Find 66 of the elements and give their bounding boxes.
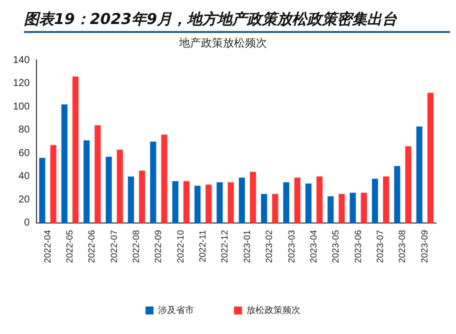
bar — [261, 194, 268, 223]
x-tick-label: 2022-09 — [153, 230, 164, 263]
x-tick-label: 2023-02 — [264, 230, 274, 263]
bar — [228, 182, 234, 223]
bar — [161, 134, 168, 223]
y-tick-label: 120 — [12, 78, 30, 90]
x-tick-label: 2022-11 — [198, 230, 208, 262]
bar — [250, 172, 256, 223]
bar — [360, 192, 367, 223]
x-tick-label: 2022-05 — [64, 230, 74, 263]
x-tick-label: 2022-06 — [86, 230, 97, 263]
bar — [383, 176, 390, 223]
x-tick-label: 2023-09 — [419, 230, 430, 263]
y-tick-label: 80 — [18, 124, 30, 136]
x-tick-label: 2023-03 — [286, 230, 296, 263]
y-tick-label: 20 — [18, 194, 30, 206]
chart-title: 图表19：2023年9月，地方地产政策放松政策密集出台 — [24, 0, 450, 33]
y-tick-label: 140 — [12, 54, 30, 66]
legend-label: 放松政策频次 — [246, 304, 300, 316]
x-tick-label: 2023-07 — [375, 230, 386, 263]
bar — [328, 196, 334, 223]
bar — [294, 178, 300, 223]
bar — [272, 194, 278, 223]
bar — [172, 181, 178, 223]
x-tick-label: 2022-12 — [220, 230, 230, 263]
bar — [194, 186, 201, 223]
y-tick-label: 100 — [12, 101, 30, 112]
y-tick-label: 0 — [24, 218, 30, 229]
bar — [150, 142, 156, 223]
x-tick-label: 2022-08 — [131, 230, 141, 263]
bar — [183, 181, 190, 223]
bar — [238, 178, 245, 223]
bar — [427, 92, 434, 223]
x-tick-label: 2023-01 — [242, 230, 252, 263]
x-tick-label: 2023-05 — [330, 230, 341, 263]
bar — [84, 140, 90, 223]
y-tick-label: 60 — [18, 148, 30, 159]
x-tick-label: 2022-07 — [108, 230, 119, 263]
bar — [350, 192, 356, 223]
bar — [39, 158, 46, 223]
bar — [61, 104, 68, 223]
x-tick-label: 2022-10 — [175, 230, 186, 263]
bar — [106, 156, 112, 223]
bar — [72, 76, 79, 223]
legend-label: 涉及省市 — [158, 304, 194, 316]
bar — [94, 125, 101, 223]
bar — [394, 166, 400, 223]
bar — [372, 178, 378, 223]
bar — [305, 183, 312, 223]
x-tick-label: 2023-04 — [308, 230, 318, 263]
bar — [206, 184, 212, 223]
x-tick-label: 2022-04 — [42, 230, 52, 263]
bar — [405, 146, 412, 223]
bar — [128, 176, 134, 223]
x-tick-label: 2023-08 — [397, 230, 408, 263]
bar — [50, 145, 56, 223]
bar — [338, 194, 345, 223]
y-tick-label: 40 — [18, 171, 30, 182]
bar — [116, 150, 123, 223]
bar — [283, 182, 290, 223]
bar — [216, 182, 223, 223]
chart-subtitle: 地产政策放松频次 — [178, 36, 267, 50]
bar — [416, 126, 422, 223]
x-tick-label: 2023-06 — [352, 230, 363, 263]
bar — [316, 176, 323, 223]
bar — [139, 170, 146, 223]
